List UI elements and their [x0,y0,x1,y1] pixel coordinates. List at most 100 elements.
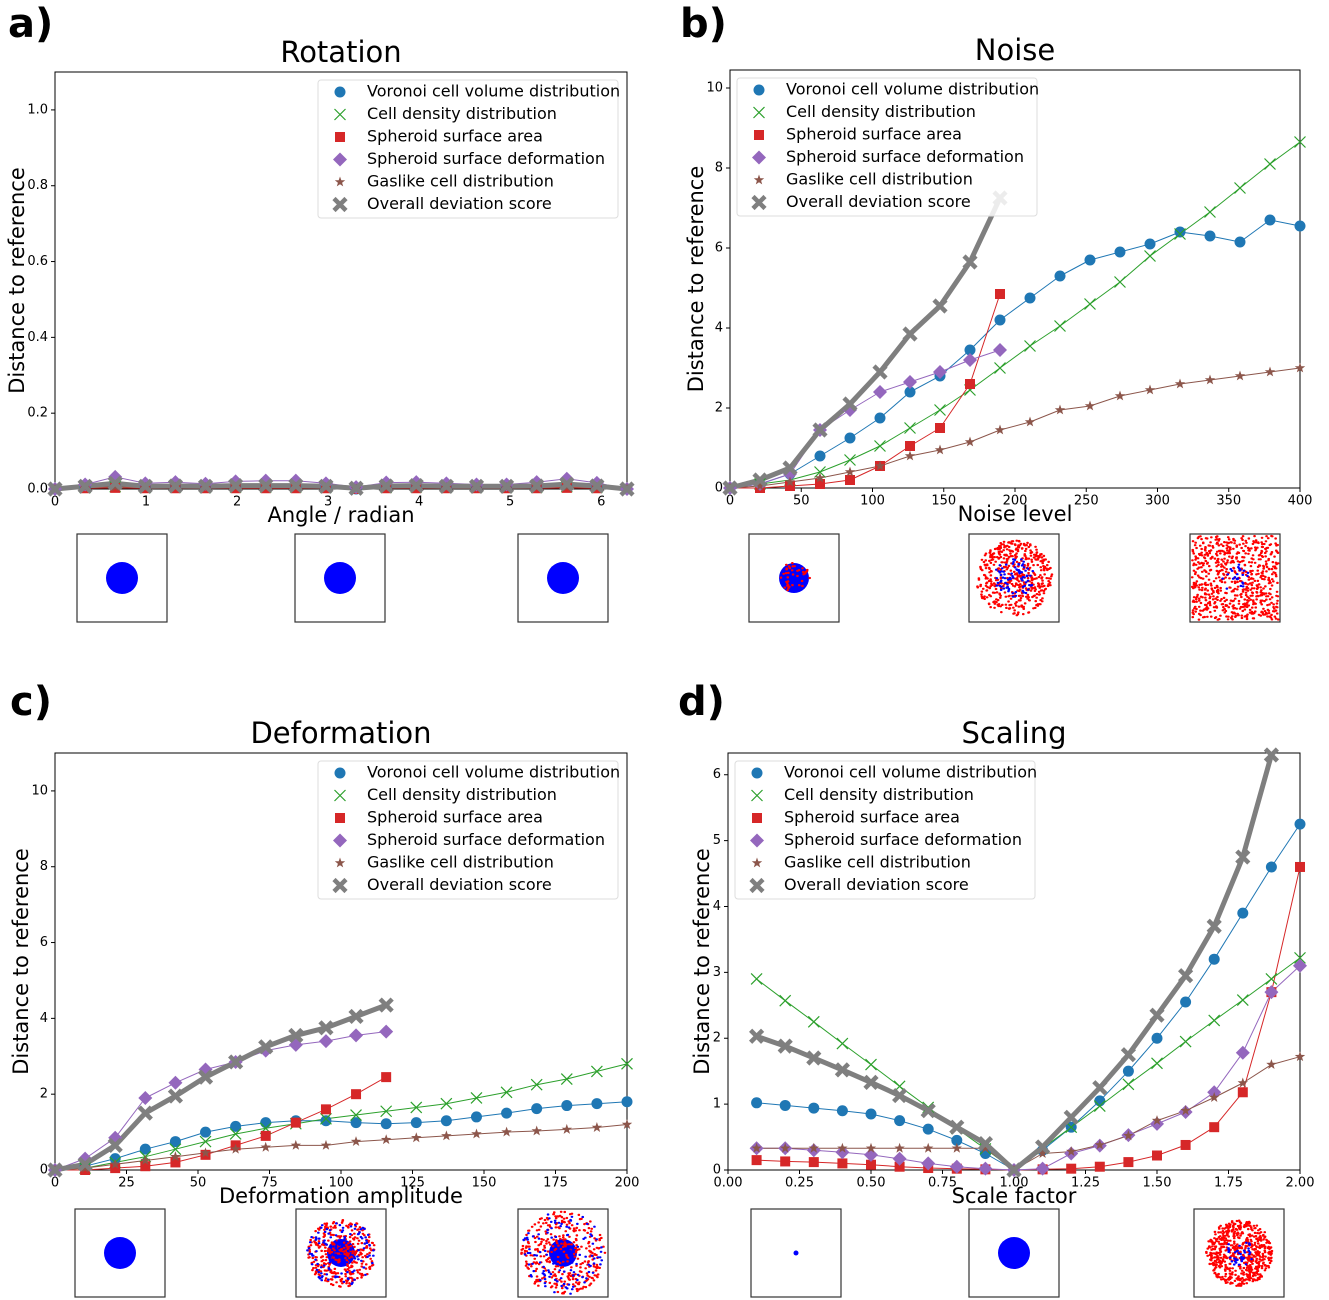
x-tick-label: 0 [51,495,59,510]
marker [1180,1105,1191,1116]
marker [168,1075,183,1090]
marker [1263,747,1279,763]
marker [784,476,796,487]
marker [1151,1057,1163,1070]
series-line [729,196,1003,491]
marker [750,973,763,985]
thumbnail-points [995,558,1035,598]
marker [864,1147,878,1162]
thumbnail-blob [998,1237,1030,1269]
marker [782,460,798,476]
legend-label: Cell density distribution [367,785,557,804]
y-tick-label: 6 [40,935,48,950]
marker [1208,1014,1221,1027]
x-tick-label: 2.00 [1286,1176,1315,1191]
x-tick-label: 75 [261,1176,278,1191]
marker [812,422,828,438]
marker [865,1108,877,1120]
x-tick-label: 350 [1216,494,1241,509]
legend-marker [333,833,347,848]
marker [866,1159,876,1170]
x-axis-label: Scale factor [952,1184,1077,1208]
marker [107,475,123,491]
marker [863,1074,879,1090]
legend-marker [334,857,346,868]
marker [470,1092,483,1104]
marker [749,1028,765,1044]
series-line [54,1101,628,1171]
marker [1094,1139,1105,1150]
y-tick-label: 0.8 [27,178,48,193]
marker [621,1096,633,1108]
marker [1092,1080,1108,1096]
marker [934,404,946,416]
marker [501,1126,512,1137]
marker [110,1158,121,1169]
marker [591,1098,603,1110]
marker [619,481,635,497]
marker [994,362,1006,374]
thumbnail-blob [779,563,809,593]
legend-label: Voronoi cell volume distribution [367,763,620,782]
marker [1066,1146,1077,1156]
legend-marker [753,106,765,119]
marker [137,478,153,494]
marker [920,1103,936,1119]
marker [47,1162,63,1178]
x-tick-label: 50 [190,1176,207,1191]
marker [964,379,975,389]
marker [110,1163,121,1174]
legend-label: Cell density distribution [784,785,974,804]
thumbnail-points [1227,1241,1253,1266]
marker [621,1119,633,1129]
marker [559,476,575,492]
marker [1094,1095,1106,1107]
marker [1294,951,1306,964]
x-tick-label: 6 [597,495,605,510]
marker [922,1101,935,1114]
marker [922,1123,934,1135]
marker [530,1078,543,1091]
marker [1264,214,1276,226]
legend-box [317,79,619,219]
marker [138,1090,153,1105]
legend-label: Gaslike cell distribution [784,853,971,872]
marker [1235,849,1251,865]
y-tick-label: 2 [715,401,723,416]
marker [1024,416,1036,427]
marker [872,364,888,380]
marker [561,1123,572,1134]
marker [1237,1087,1248,1098]
marker [1295,861,1305,872]
marker [288,1027,304,1044]
marker [932,298,948,314]
panel-label: a) [8,1,53,47]
marker [962,254,978,270]
legend-label: Spheroid surface area [367,808,543,827]
marker [807,1015,820,1028]
marker [470,1111,482,1123]
legend-label: Overall deviation score [784,875,969,894]
marker [167,1088,184,1104]
marker [380,1118,392,1130]
marker [199,1135,212,1148]
y-tick-label: 4 [40,1011,48,1026]
marker [977,1136,993,1152]
x-tick-label: 2 [233,495,241,510]
marker [200,1126,212,1138]
marker [1174,378,1186,389]
marker [1209,1122,1220,1133]
marker [1084,254,1096,266]
y-tick-label: 1 [713,1097,721,1112]
marker [531,1103,543,1115]
y-tick-label: 1.0 [27,102,48,117]
marker [260,1130,271,1141]
marker [1114,246,1126,258]
marker [1204,230,1216,242]
marker [894,1115,906,1127]
y-axis-label: Distance to reference [9,848,33,1075]
marker [844,432,856,444]
marker [350,1109,362,1121]
marker [230,1120,242,1132]
